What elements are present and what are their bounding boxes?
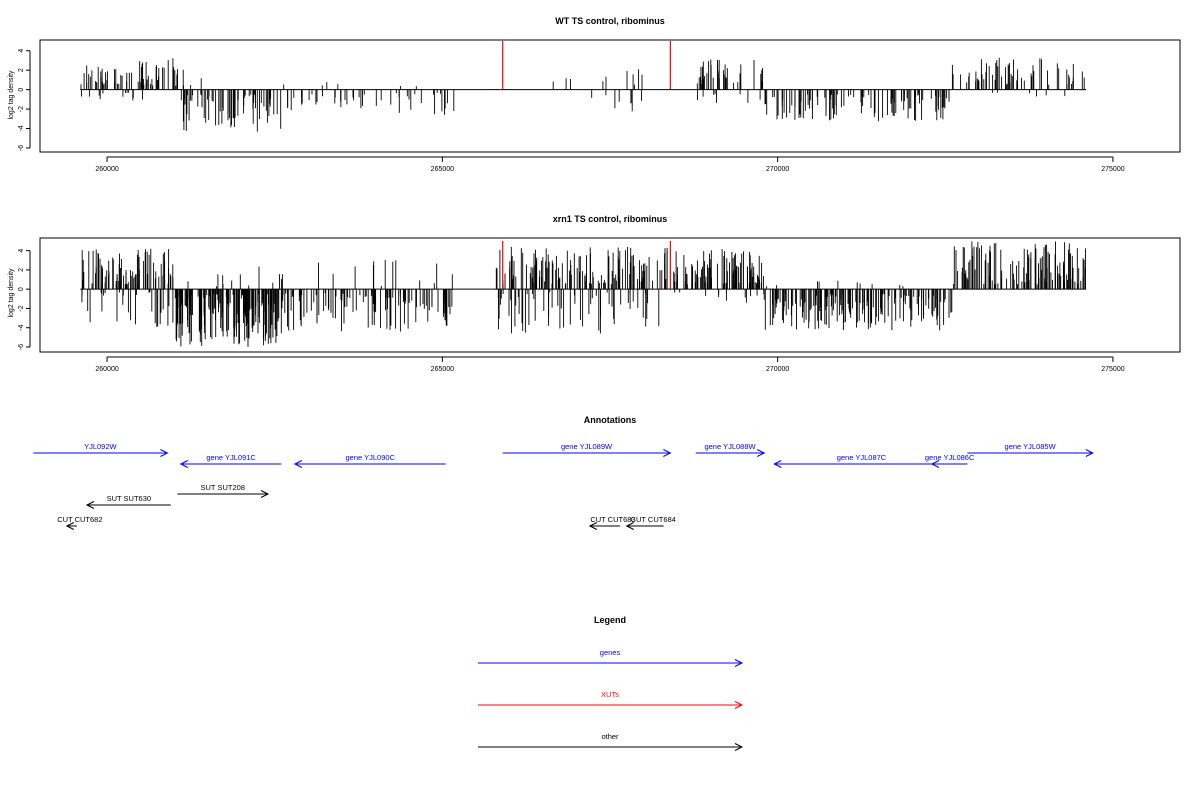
annotation-feature: CUT CUT684 xyxy=(625,515,676,530)
xrn1-y-tick-label: -6 xyxy=(18,344,25,350)
annotation-arrowhead xyxy=(179,460,189,468)
annotation-arrowhead xyxy=(625,522,634,530)
xrn1-y-axis: -6 -4 -2 0 2 4 xyxy=(18,249,31,350)
legend-item: other xyxy=(478,732,744,751)
wt-x-axis: 260000 265000 270000 275000 xyxy=(95,156,1125,173)
annotation-label: gene YJL089W xyxy=(561,442,613,451)
annotation-feature: gene YJL088W xyxy=(695,442,766,457)
annotation-features: YJL092W gene YJL091C gene YJL090C gene YJL0… xyxy=(33,442,1094,530)
annotation-feature: CUT CUT683 xyxy=(588,515,636,530)
xrn1-x-tick-label: 270000 xyxy=(766,366,789,373)
wt-y-axis: -6 -4 -2 0 2 4 xyxy=(18,49,31,151)
wt-x-tick-label: 270000 xyxy=(766,166,789,173)
legend-arrowhead xyxy=(734,701,744,709)
annotation-label: CUT CUT682 xyxy=(57,515,102,524)
xrn1-density-bars xyxy=(81,241,1086,347)
legend-label: genes xyxy=(600,648,621,657)
annotation-label: gene YJL085W xyxy=(1005,442,1057,451)
legend-title: Legend xyxy=(594,615,626,625)
annotation-feature: gene YJL085W xyxy=(967,442,1094,457)
xrn1-y-tick-label: 4 xyxy=(18,249,25,253)
wt-ylabel: log2 tag density xyxy=(8,70,15,120)
annotation-feature: gene YJL091C xyxy=(179,453,282,468)
annotation-arrowhead xyxy=(160,449,169,457)
annotations-track: Annotations YJL092W gene YJL091C gene YJL0… xyxy=(33,415,1094,530)
annotation-label: gene YJL087C xyxy=(837,453,887,462)
annotation-arrowhead xyxy=(588,522,598,530)
annotation-arrowhead xyxy=(260,490,270,498)
annotation-feature: gene YJL089W xyxy=(502,442,672,457)
annotation-label: gene YJL088W xyxy=(704,442,756,451)
wt-y-tick-label: 4 xyxy=(18,49,25,53)
xrn1-y-tick-label: -2 xyxy=(18,305,25,311)
wt-density-bars xyxy=(80,57,1085,132)
xrn1-x-tick-label: 260000 xyxy=(95,366,118,373)
xrn1-x-tick-label: 275000 xyxy=(1101,366,1124,373)
annotations-title: Annotations xyxy=(584,415,637,425)
wt-x-tick-label: 275000 xyxy=(1101,166,1124,173)
annotation-feature: SUT SUT208 xyxy=(177,483,270,498)
annotation-arrowhead xyxy=(1085,449,1094,457)
wt-y-tick-label: -2 xyxy=(18,106,25,112)
wt-xut-markers xyxy=(502,41,671,90)
annotation-arrowhead xyxy=(757,449,766,457)
annotation-label: SUT SUT208 xyxy=(201,483,245,492)
wt-y-tick-label: -4 xyxy=(18,125,25,131)
xrn1-x-axis: 260000 265000 270000 275000 xyxy=(95,356,1125,373)
xrn1-y-tick-label: 2 xyxy=(18,268,25,272)
annotation-arrowhead xyxy=(663,449,672,457)
wt-x-tick-label: 265000 xyxy=(431,166,454,173)
annotation-feature: gene YJL087C xyxy=(773,453,949,468)
xrn1-density-panel: xrn1 TS control, ribominus log2 tag dens… xyxy=(8,214,1181,373)
xrn1-x-tick-label: 265000 xyxy=(431,366,454,373)
legend-item: XUTs xyxy=(478,690,744,709)
xrn1-panel-title: xrn1 TS control, ribominus xyxy=(553,214,668,224)
annotation-label: CUT CUT683 xyxy=(590,515,635,524)
annotation-feature: YJL092W xyxy=(33,442,169,457)
annotation-feature: gene YJL086C xyxy=(925,453,975,468)
wt-density-panel: WT TS control, ribominus log2 tag densit… xyxy=(8,16,1181,173)
xrn1-xut-markers xyxy=(502,241,671,290)
legend-label: XUTs xyxy=(601,690,619,699)
annotation-arrowhead xyxy=(65,522,75,530)
wt-y-tick-label: -6 xyxy=(18,145,25,151)
wt-plot-frame xyxy=(39,39,1181,153)
annotation-arrowhead xyxy=(85,501,95,509)
annotation-label: gene YJL086C xyxy=(925,453,975,462)
annotation-label: YJL092W xyxy=(84,442,117,451)
legend-item: genes xyxy=(478,648,744,667)
annotation-arrowhead xyxy=(293,460,303,468)
xrn1-y-tick-label: -4 xyxy=(18,325,25,331)
xrn1-plot-frame xyxy=(39,237,1181,353)
xrn1-ylabel: log2 tag density xyxy=(8,268,15,318)
legend: Legend genes XUTs other xyxy=(478,615,744,751)
wt-x-tick-label: 260000 xyxy=(95,166,118,173)
annotation-label: gene YJL091C xyxy=(206,453,256,462)
annotation-feature: gene YJL090C xyxy=(293,453,446,468)
xrn1-y-tick-label: 0 xyxy=(18,287,25,291)
wt-panel-title: WT TS control, ribominus xyxy=(555,16,665,26)
annotation-label: gene YJL090C xyxy=(346,453,396,462)
annotation-arrowhead xyxy=(930,460,940,468)
annotation-label: SUT SUT630 xyxy=(107,494,151,503)
annotation-label: CUT CUT684 xyxy=(631,515,676,524)
annotation-feature: CUT CUT682 xyxy=(57,515,103,530)
wt-y-tick-label: 0 xyxy=(18,88,25,92)
annotation-feature: SUT SUT630 xyxy=(85,494,171,509)
annotation-arrowhead xyxy=(773,460,782,468)
legend-arrowhead xyxy=(734,743,744,751)
legend-label: other xyxy=(601,732,619,741)
legend-items: genes XUTs other xyxy=(478,648,744,751)
wt-y-tick-label: 2 xyxy=(18,68,25,72)
legend-arrowhead xyxy=(734,659,744,667)
